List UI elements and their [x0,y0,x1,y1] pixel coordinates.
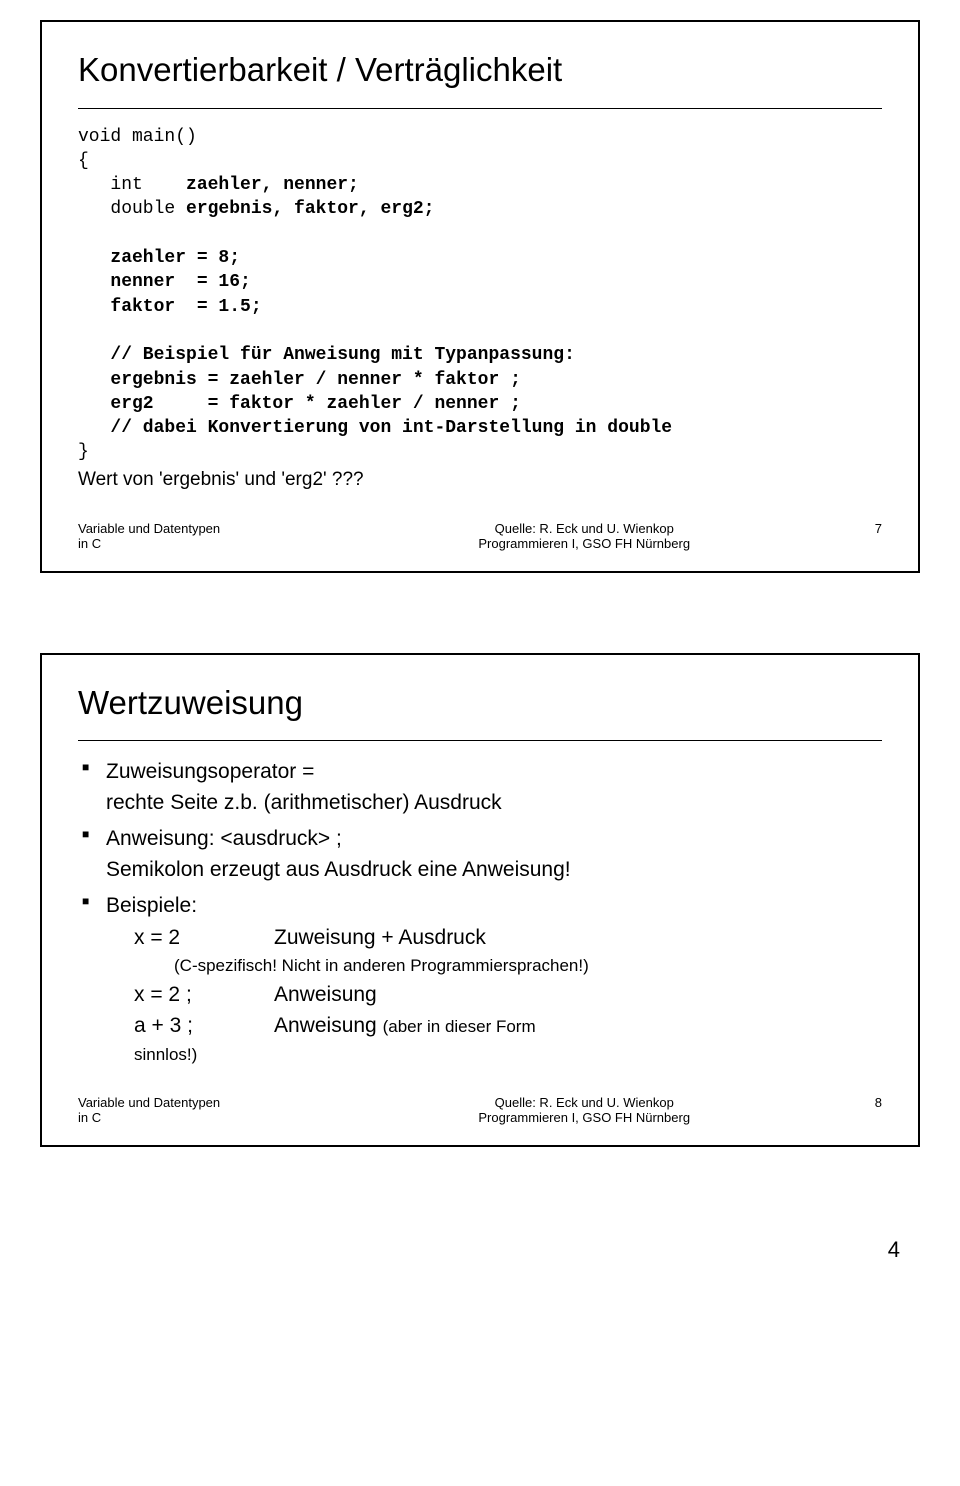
page-number: 4 [40,1227,920,1263]
footer2-left-1: Variable und Datentypen [78,1095,376,1110]
ex3-c2: Anweisung (aber in dieser Form [274,1010,536,1042]
slide-2-footer: Variable und Datentypen in C Quelle: R. … [78,1095,882,1125]
ex1-c1: x = 2 [134,922,274,954]
slide-1: Konvertierbarkeit / Verträglichkeit void… [40,20,920,573]
footer2-center: Quelle: R. Eck und U. Wienkop Programmie… [376,1095,793,1125]
ex1-c2: Zuweisung + Ausdruck [274,922,486,954]
code-l6: zaehler = 8; [78,248,240,268]
footer-center-2: Programmieren I, GSO FH Nürnberg [376,536,793,551]
b2a: Anweisung: <ausdruck> ; [106,827,342,850]
footer2-left: Variable und Datentypen in C [78,1095,376,1125]
code-l12: erg2 = faktor * zaehler / nenner ; [78,394,521,414]
footer-right: 7 [793,521,882,536]
ex-row-1: x = 2 Zuweisung + Ausdruck [134,922,882,954]
ex3-c2b: (aber in dieser Form [383,1017,536,1036]
bullet-3: Beispiele: x = 2 Zuweisung + Ausdruck (C… [78,891,882,1067]
code-l2: { [78,151,89,171]
b2b: Semikolon erzeugt aus Ausdruck eine Anwe… [106,858,571,881]
bullet-1: Zuweisungsoperator = rechte Seite z.b. (… [78,757,882,818]
question-text: Wert von 'ergebnis' und 'erg2' ??? [78,469,882,491]
ex3-c2a: Anweisung [274,1014,383,1037]
code-l13: // dabei Konvertierung von int-Darstellu… [78,418,672,438]
b1b: rechte Seite z.b. (arithmetischer) Ausdr… [106,791,502,814]
title-rule-2 [78,740,882,741]
code-l1: void main() [78,127,197,147]
code-l7: nenner = 16; [78,272,251,292]
bullet-2: Anweisung: <ausdruck> ; Semikolon erzeug… [78,824,882,885]
footer-left-1: Variable und Datentypen [78,521,376,536]
slide-1-footer: Variable und Datentypen in C Quelle: R. … [78,521,882,551]
code-l5 [78,224,89,244]
ex2-c1: x = 2 ; [134,979,274,1011]
ex-note: (C-spezifisch! Nicht in anderen Programm… [134,953,882,979]
slide-2-title: Wertzuweisung [78,683,882,723]
code-l4a: double [78,199,186,219]
b3: Beispiele: [106,894,197,917]
footer-left-2: in C [78,536,376,551]
examples: x = 2 Zuweisung + Ausdruck (C-spezifisch… [106,922,882,1068]
page: Konvertierbarkeit / Verträglichkeit void… [0,0,960,1303]
bullet-list: Zuweisungsoperator = rechte Seite z.b. (… [78,757,882,1067]
slide-2: Wertzuweisung Zuweisungsoperator = recht… [40,653,920,1147]
footer-left: Variable und Datentypen in C [78,521,376,551]
code-l11: ergebnis = zaehler / nenner * faktor ; [78,370,521,390]
code-block: void main() { int zaehler, nenner; doubl… [78,125,882,465]
code-l14: } [78,442,89,462]
code-l3b: zaehler, nenner; [186,175,359,195]
footer2-right: 8 [793,1095,882,1110]
code-l3a: int [78,175,186,195]
title-rule-1 [78,108,882,109]
b1a: Zuweisungsoperator = [106,760,314,783]
footer2-left-2: in C [78,1110,376,1125]
ex4: sinnlos!) [134,1042,882,1068]
ex3-c1: a + 3 ; [134,1010,274,1042]
code-l4b: ergebnis, faktor, erg2; [186,199,434,219]
code-l9 [78,321,89,341]
ex-row-2: x = 2 ; Anweisung [134,979,882,1011]
slide-1-title: Konvertierbarkeit / Verträglichkeit [78,50,882,90]
footer-center: Quelle: R. Eck und U. Wienkop Programmie… [376,521,793,551]
footer2-center-1: Quelle: R. Eck und U. Wienkop [376,1095,793,1110]
code-l10: // Beispiel für Anweisung mit Typanpassu… [78,345,575,365]
footer2-center-2: Programmieren I, GSO FH Nürnberg [376,1110,793,1125]
code-l8: faktor = 1.5; [78,297,262,317]
ex-row-3: a + 3 ; Anweisung (aber in dieser Form [134,1010,882,1042]
footer-center-1: Quelle: R. Eck und U. Wienkop [376,521,793,536]
ex2-c2: Anweisung [274,979,377,1011]
